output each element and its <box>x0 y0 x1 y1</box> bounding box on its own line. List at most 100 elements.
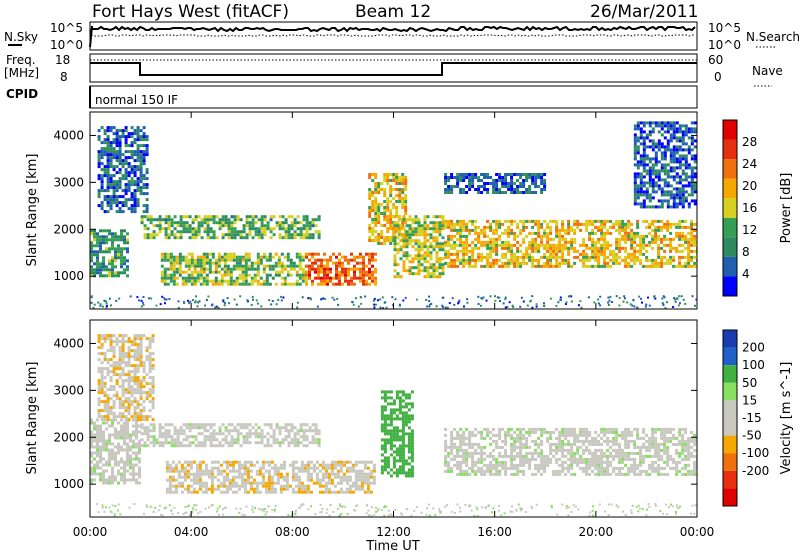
power-cell-2 <box>290 233 294 237</box>
velocity-cell-2 <box>233 441 237 445</box>
velocity-cell-1 <box>106 409 110 413</box>
velocity-cell-3 <box>339 469 343 473</box>
power-cell-7 <box>687 255 691 259</box>
velocity-cell-3 <box>363 490 367 494</box>
velocity-cell-3 <box>360 481 364 485</box>
velocity-cell-1 <box>121 388 125 392</box>
power-ground-scatter <box>320 298 323 300</box>
power-cell-2 <box>260 215 264 219</box>
velocity-cell-2 <box>188 444 192 448</box>
power-cell-5 <box>374 182 378 185</box>
power-cell-9 <box>687 166 691 170</box>
power-cell-8 <box>513 173 517 176</box>
velocity-cell-2 <box>251 432 255 436</box>
power-cell-3 <box>169 267 173 271</box>
power-cell-7 <box>681 264 685 268</box>
power-cell-3 <box>289 264 293 268</box>
velocity-cell-3 <box>339 487 343 491</box>
power-cell-9 <box>690 154 694 158</box>
power-ytick-label: 3000 <box>53 175 84 189</box>
velocity-cell-0 <box>90 439 93 443</box>
power-cell-7 <box>456 258 460 262</box>
velocity-cell-0 <box>120 466 123 470</box>
power-cell-6 <box>408 254 412 258</box>
power-cell-7 <box>444 225 448 229</box>
power-cell-7 <box>531 219 535 223</box>
power-cell-5 <box>383 209 387 212</box>
velocity-cell-1 <box>136 382 140 386</box>
velocity-cell-3 <box>333 463 337 467</box>
power-cell-3 <box>247 264 251 268</box>
velocity-cell-2 <box>149 435 153 439</box>
power-cell-9 <box>663 130 667 134</box>
power-cell-6 <box>423 242 427 246</box>
velocity-cell-2 <box>314 429 318 433</box>
power-cell-2 <box>188 230 192 234</box>
power-cell-3 <box>298 276 302 280</box>
velocity-cell-3 <box>351 490 355 494</box>
power-cell-6 <box>402 215 406 219</box>
velocity-cell-2 <box>218 441 222 445</box>
power-cell-2 <box>311 224 315 228</box>
velocity-cell-3 <box>309 478 313 482</box>
power-cell-7 <box>525 255 529 259</box>
power-cell-1 <box>133 129 137 133</box>
velocity-cell-2 <box>299 429 303 433</box>
power-cell-2 <box>314 218 318 222</box>
velocity-cell-3 <box>204 469 208 473</box>
power-cell-7 <box>621 225 625 229</box>
velocity-cell-3 <box>291 487 295 491</box>
power-cell-6 <box>435 215 439 219</box>
power-cell-6 <box>429 275 433 279</box>
velocity-cell-3 <box>240 475 244 479</box>
velocity-cell-3 <box>285 478 289 482</box>
power-cell-1 <box>130 168 134 172</box>
power-cell-7 <box>660 225 664 229</box>
power-cell-3 <box>190 264 194 268</box>
velocity-cell-3 <box>246 481 250 485</box>
power-cell-6 <box>429 266 433 270</box>
velocity-cell-3 <box>267 481 271 485</box>
power-cell-2 <box>305 224 309 228</box>
velocity-cell-3 <box>192 490 196 494</box>
power-cell-5 <box>386 203 390 206</box>
power-cell-3 <box>268 252 272 256</box>
power-cell-9 <box>642 190 646 194</box>
velocity-cell-0 <box>123 460 126 464</box>
power-cell-2 <box>227 224 231 228</box>
power-cell-7 <box>555 246 559 250</box>
power-cell-6 <box>435 260 439 264</box>
power-cell-8 <box>453 185 457 188</box>
power-cell-7 <box>453 240 457 244</box>
power-cell-6 <box>405 236 409 240</box>
velocity-cell-2 <box>161 426 165 430</box>
velocity-cell-3 <box>192 481 196 485</box>
power-ground-scatter <box>519 305 522 308</box>
power-cell-7 <box>597 237 601 241</box>
power-cell-6 <box>414 221 418 225</box>
power-cell-7 <box>669 261 673 265</box>
power-cell-5 <box>371 203 375 206</box>
velocity-cell-0 <box>96 427 99 431</box>
power-cell-0 <box>102 229 105 233</box>
power-cell-3 <box>163 273 167 277</box>
power-cell-6 <box>423 254 427 258</box>
power-cell-3 <box>247 273 251 277</box>
power-cell-5 <box>404 182 408 185</box>
power-cell-3 <box>208 258 212 262</box>
power-cell-5 <box>392 203 396 206</box>
cpid-value: normal 150 IF <box>95 93 178 107</box>
velocity-cell-1 <box>124 415 128 419</box>
power-cell-9 <box>645 133 649 137</box>
power-cell-7 <box>675 222 679 226</box>
power-cell-8 <box>450 185 454 188</box>
power-cell-1 <box>124 201 128 205</box>
power-cell-7 <box>489 222 493 226</box>
velocity-cell-3 <box>360 460 364 464</box>
power-ground-scatter <box>504 306 507 309</box>
power-cell-4 <box>362 258 365 262</box>
power-cell-6 <box>420 257 424 261</box>
power-cell-3 <box>214 258 218 262</box>
velocity-cell-0 <box>102 463 105 467</box>
power-cell-5 <box>380 233 384 236</box>
